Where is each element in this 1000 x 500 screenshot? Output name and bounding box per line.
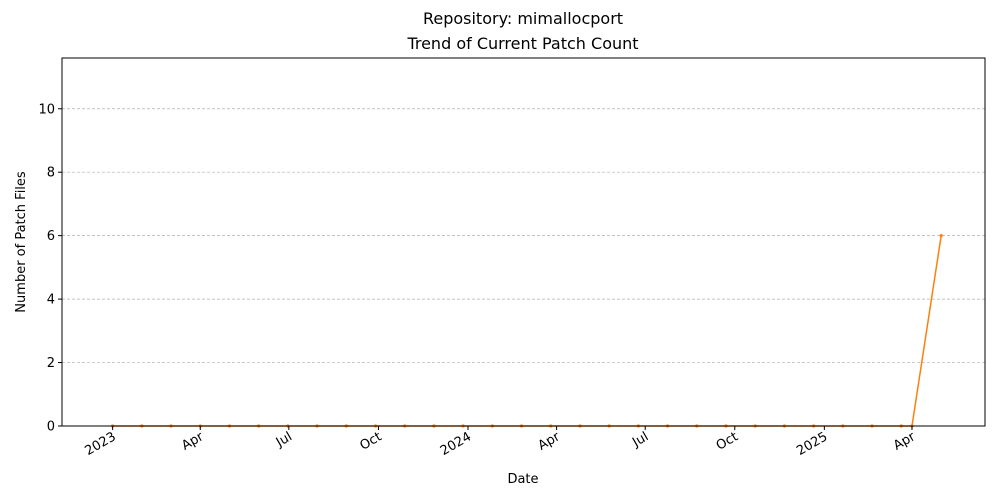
data-point [939, 234, 943, 238]
chart-subtitle: Trend of Current Patch Count [406, 34, 638, 53]
x-tick-label: Oct [357, 429, 384, 453]
y-tick-label: 8 [47, 166, 55, 181]
y-axis-ticks: 0 2 4 6 8 10 [38, 102, 62, 435]
x-tick-label: Jul [273, 429, 295, 450]
y-axis-label: Number of Patch Files [14, 171, 29, 313]
y-tick-label: 4 [47, 293, 55, 308]
x-tick-label: Oct [714, 429, 741, 453]
x-tick-label: Apr [536, 429, 564, 454]
x-tick-label: Jul [629, 429, 651, 450]
y-tick-label: 0 [47, 420, 55, 435]
y-tick-label: 6 [47, 229, 55, 244]
x-axis-ticks: 2023 Apr Jul Oct 2024 Apr Jul Oct 2025 Apr [82, 426, 919, 459]
gridlines [62, 108, 985, 363]
x-tick-label: 2024 [438, 429, 474, 459]
x-axis-label: Date [507, 472, 538, 487]
y-tick-label: 2 [47, 356, 55, 371]
x-tick-label: 2023 [82, 429, 118, 459]
chart-title: Repository: mimallocport [423, 9, 623, 28]
series-layer [111, 234, 943, 428]
series-line [112, 235, 942, 427]
x-tick-label: 2025 [794, 429, 830, 459]
plot-frame [61, 57, 986, 427]
y-tick-label: 10 [38, 102, 55, 117]
x-tick-label: Apr [179, 429, 207, 454]
x-tick-label: Apr [891, 429, 919, 454]
